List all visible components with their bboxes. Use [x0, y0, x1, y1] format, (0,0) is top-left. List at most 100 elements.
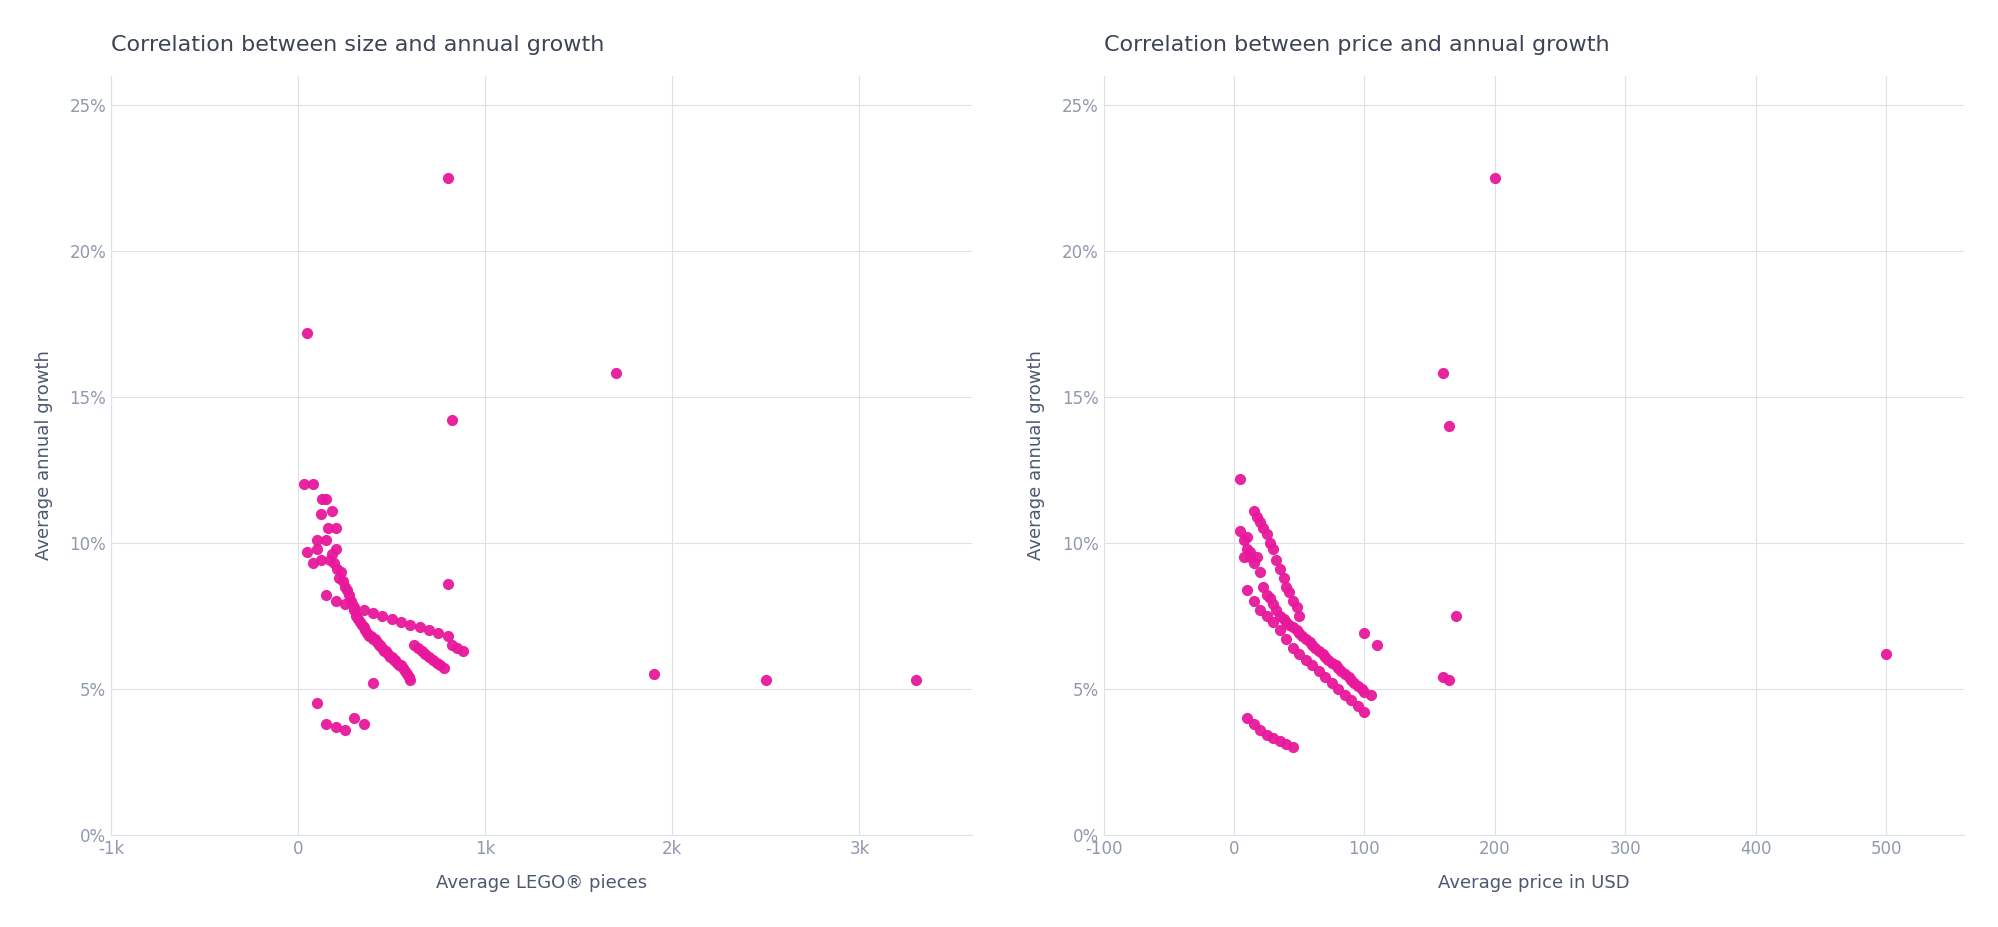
Point — [376, 649, 408, 664]
Point — [1257, 615, 1289, 629]
Point — [1243, 603, 1275, 617]
Point — [1257, 597, 1289, 612]
Point — [342, 611, 374, 626]
Point — [1269, 631, 1301, 646]
Point — [1259, 603, 1291, 617]
Point — [1257, 731, 1289, 746]
Point — [432, 577, 464, 591]
Point — [1319, 658, 1351, 673]
Point — [310, 717, 342, 731]
Point — [386, 658, 418, 673]
Point — [1233, 544, 1265, 559]
Point — [1311, 653, 1343, 667]
Point — [1273, 617, 1305, 632]
Point — [386, 615, 418, 629]
Point — [1349, 705, 1381, 719]
Point — [292, 325, 324, 340]
Point — [1255, 590, 1287, 605]
Point — [1341, 679, 1373, 693]
Point — [330, 582, 362, 597]
Point — [414, 623, 446, 638]
Point — [1289, 631, 1321, 646]
Point — [388, 661, 420, 676]
Point — [288, 477, 320, 492]
Point — [402, 641, 434, 655]
Point — [1321, 661, 1353, 676]
Point — [1285, 629, 1317, 643]
Point — [1349, 684, 1381, 699]
Point — [376, 611, 408, 626]
Point — [1293, 635, 1325, 650]
Point — [338, 603, 370, 617]
Point — [320, 719, 352, 734]
Text: Correlation between price and annual growth: Correlation between price and annual gro… — [1103, 34, 1608, 55]
Point — [1277, 594, 1309, 609]
Point — [1241, 550, 1273, 565]
Point — [390, 667, 422, 681]
Point — [1277, 620, 1309, 635]
Point — [1259, 552, 1291, 567]
Point — [637, 667, 669, 681]
Point — [1341, 699, 1373, 714]
Point — [404, 620, 436, 635]
Point — [358, 605, 390, 620]
Point — [320, 521, 352, 536]
Point — [328, 574, 360, 589]
Point — [1263, 608, 1295, 623]
Point — [1231, 529, 1263, 544]
Point — [330, 579, 362, 594]
Point — [1299, 641, 1331, 655]
Point — [1337, 676, 1369, 691]
Point — [304, 552, 336, 567]
Point — [1231, 582, 1263, 597]
Point — [1237, 594, 1269, 609]
Point — [394, 617, 426, 632]
Point — [1229, 550, 1261, 565]
Point — [300, 541, 332, 556]
Point — [1439, 608, 1471, 623]
Point — [1273, 585, 1305, 600]
Point — [1295, 638, 1327, 653]
Point — [424, 658, 456, 673]
Point — [414, 649, 446, 664]
Point — [1243, 515, 1275, 530]
Point — [1315, 655, 1347, 670]
Point — [306, 491, 338, 506]
Point — [300, 532, 332, 547]
Point — [374, 649, 406, 664]
Point — [330, 597, 362, 612]
Point — [1329, 667, 1361, 681]
Point — [1307, 646, 1339, 661]
Point — [1303, 643, 1335, 658]
Point — [1251, 527, 1283, 541]
Point — [1433, 673, 1465, 688]
Point — [1281, 600, 1313, 615]
Point — [1333, 669, 1365, 684]
Point — [420, 655, 452, 670]
Point — [298, 477, 330, 492]
Point — [448, 643, 480, 658]
Point — [364, 638, 396, 653]
Point — [326, 565, 358, 579]
Point — [422, 626, 454, 641]
Point — [316, 547, 348, 562]
Point — [1267, 570, 1299, 585]
Point — [348, 620, 380, 635]
Point — [1329, 687, 1361, 702]
Point — [340, 608, 372, 623]
Point — [1231, 711, 1263, 726]
Point — [388, 664, 420, 679]
Point — [1257, 541, 1289, 556]
Point — [1225, 524, 1257, 539]
Point — [432, 171, 464, 185]
Point — [380, 653, 412, 667]
Point — [368, 643, 400, 658]
Point — [292, 544, 324, 559]
Point — [1433, 419, 1465, 434]
Point — [1251, 728, 1283, 743]
Point — [1247, 579, 1279, 594]
Point — [346, 617, 378, 632]
Point — [1427, 366, 1459, 381]
Point — [338, 711, 370, 726]
Point — [348, 603, 380, 617]
